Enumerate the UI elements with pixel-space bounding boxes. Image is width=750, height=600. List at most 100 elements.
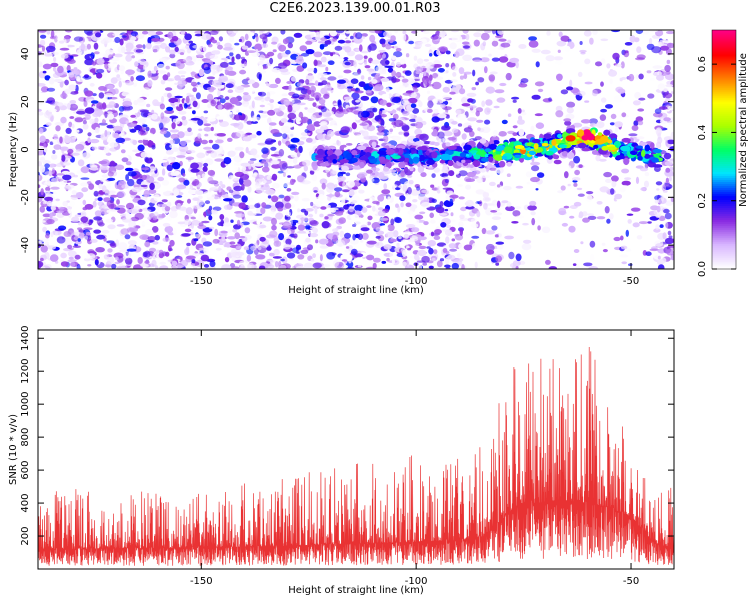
heatmap-cell bbox=[451, 34, 460, 42]
heatmap-cell bbox=[195, 57, 203, 66]
heatmap-cell bbox=[589, 122, 598, 129]
heatmap-cell bbox=[294, 194, 299, 202]
heatmap-cell bbox=[670, 253, 674, 261]
heatmap-cell bbox=[275, 77, 281, 84]
heatmap-cell bbox=[296, 65, 305, 72]
heatmap-cell bbox=[171, 265, 178, 269]
heatmap-cell bbox=[516, 119, 525, 125]
heatmap-cell bbox=[654, 240, 664, 247]
heatmap-cell bbox=[663, 152, 672, 160]
heatmap-cell bbox=[51, 178, 58, 183]
heatmap-cell bbox=[495, 241, 505, 245]
heatmap-cell bbox=[398, 85, 406, 89]
heatmap-cell bbox=[442, 86, 450, 93]
heatmap-cell bbox=[109, 243, 117, 246]
heatmap-cell bbox=[38, 151, 45, 156]
heatmap-cell bbox=[160, 112, 165, 120]
heatmap-cell bbox=[473, 32, 482, 38]
heatmap-cell bbox=[293, 32, 303, 38]
heatmap-cell bbox=[130, 31, 138, 37]
heatmap-cell bbox=[383, 31, 389, 37]
heatmap-cell bbox=[257, 91, 263, 96]
heatmap-cell bbox=[203, 66, 211, 74]
heatmap-cell bbox=[409, 118, 417, 122]
heatmap-cell bbox=[640, 187, 646, 191]
heatmap-cell bbox=[312, 92, 322, 99]
heatmap-cell bbox=[253, 242, 259, 249]
heatmap-cell bbox=[312, 227, 318, 234]
heatmap-cell bbox=[512, 132, 518, 137]
heatmap-cell bbox=[418, 245, 427, 250]
heatmap-cell bbox=[147, 79, 153, 87]
heatmap-cell bbox=[208, 205, 213, 211]
heatmap-cell bbox=[127, 171, 137, 177]
heatmap-band-cell bbox=[496, 145, 506, 151]
heatmap-cell bbox=[414, 128, 423, 136]
heatmap-cell bbox=[186, 242, 191, 247]
heatmap-cell bbox=[225, 83, 234, 89]
heatmap-cell bbox=[239, 173, 250, 180]
heatmap-cell bbox=[663, 208, 670, 214]
heatmap-cell bbox=[388, 32, 393, 36]
heatmap-cell bbox=[137, 199, 146, 206]
heatmap-cell bbox=[177, 150, 181, 156]
heatmap-cell bbox=[39, 205, 46, 213]
heatmap-cell bbox=[230, 123, 241, 126]
heatmap-cell bbox=[142, 64, 147, 71]
heatmap-cell bbox=[194, 33, 203, 37]
heatmap-cell bbox=[38, 127, 44, 134]
heatmap-cell bbox=[235, 251, 245, 256]
heatmap-cell bbox=[40, 165, 46, 173]
heatmap-cell bbox=[426, 90, 431, 95]
heatmap-cell bbox=[290, 178, 295, 185]
heatmap-cell bbox=[485, 189, 495, 193]
heatmap-cell bbox=[344, 61, 351, 66]
heatmap-cell bbox=[449, 91, 456, 95]
heatmap-cell bbox=[267, 109, 276, 116]
heatmap-cell bbox=[401, 78, 409, 83]
heatmap-cell bbox=[475, 107, 483, 113]
heatmap-cell bbox=[278, 233, 285, 241]
heatmap-cell bbox=[209, 30, 219, 35]
heatmap-cell bbox=[54, 231, 58, 236]
heatmap-cell bbox=[352, 186, 359, 190]
heatmap-cell bbox=[402, 249, 407, 257]
heatmap-cell bbox=[473, 201, 479, 208]
heatmap-cell bbox=[476, 210, 481, 218]
heatmap-cell bbox=[500, 42, 511, 48]
heatmap-cell bbox=[341, 259, 348, 262]
heatmap-cell bbox=[319, 245, 329, 249]
heatmap-cell bbox=[438, 31, 443, 39]
heatmap-cell bbox=[441, 125, 451, 131]
heatmap-cell bbox=[52, 150, 56, 154]
heatmap-cell bbox=[247, 160, 255, 165]
heatmap-cell bbox=[197, 195, 203, 200]
heatmap-cell bbox=[236, 219, 241, 226]
heatmap-cell bbox=[63, 185, 72, 190]
heatmap-cell bbox=[650, 205, 659, 211]
heatmap-cell bbox=[142, 30, 149, 35]
heatmap-cell bbox=[327, 76, 337, 81]
heatmap-cell bbox=[224, 257, 230, 263]
heatmap-cell bbox=[197, 133, 202, 139]
heatmap-cell bbox=[306, 68, 315, 72]
heatmap-cell bbox=[334, 187, 343, 192]
heatmap-cell bbox=[201, 99, 209, 103]
heatmap-cell bbox=[464, 176, 472, 183]
heatmap-cell bbox=[631, 125, 639, 131]
heatmap-cell bbox=[463, 73, 468, 80]
heatmap-cell bbox=[493, 66, 500, 73]
heatmap-cell bbox=[355, 32, 363, 40]
heatmap-cell bbox=[296, 82, 304, 87]
heatmap-cell bbox=[271, 41, 278, 45]
heatmap-cell bbox=[632, 100, 641, 106]
heatmap-cell bbox=[267, 145, 271, 149]
heatmap-cell bbox=[135, 44, 143, 49]
heatmap-cell bbox=[404, 70, 412, 76]
heatmap-cell bbox=[338, 56, 343, 60]
heatmap-cell bbox=[53, 144, 62, 150]
heatmap-cell bbox=[234, 232, 240, 240]
heatmap-cell bbox=[504, 235, 514, 240]
heatmap-cell bbox=[416, 58, 424, 65]
heatmap-cell bbox=[227, 137, 233, 142]
